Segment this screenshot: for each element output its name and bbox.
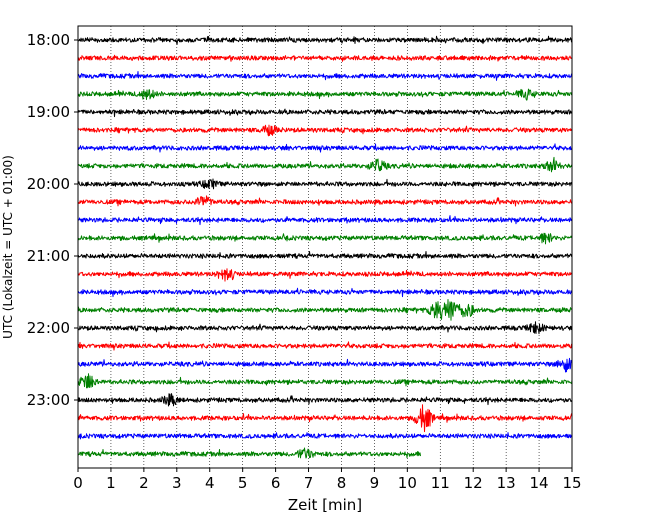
seismic-trace bbox=[77, 143, 573, 153]
seismic-trace bbox=[77, 88, 573, 101]
x-axis-label: Zeit [min] bbox=[288, 496, 362, 514]
seismic-trace bbox=[77, 357, 573, 373]
y-axis-ticks: 18:00 19:00 20:00 21:00 22:00 23:00 bbox=[27, 31, 78, 409]
seismic-trace bbox=[77, 250, 573, 259]
x-tick-label: 6 bbox=[271, 474, 281, 492]
seismic-trace bbox=[77, 404, 573, 433]
seismic-trace bbox=[77, 108, 573, 118]
seismic-trace bbox=[77, 373, 573, 389]
y-tick-label: 18:00 bbox=[27, 31, 70, 49]
y-tick-label: 20:00 bbox=[27, 175, 70, 193]
seismic-trace bbox=[77, 195, 573, 207]
seismic-trace bbox=[77, 54, 573, 62]
x-tick-label: 4 bbox=[205, 474, 215, 492]
seismic-trace bbox=[77, 321, 573, 335]
seismic-trace bbox=[77, 124, 573, 137]
seismic-trace bbox=[77, 299, 573, 321]
x-tick-label: 10 bbox=[398, 474, 417, 492]
y-tick-label: 19:00 bbox=[27, 103, 70, 121]
x-tick-label: 8 bbox=[337, 474, 347, 492]
seismic-trace bbox=[77, 35, 573, 46]
x-tick-label: 1 bbox=[106, 474, 116, 492]
y-axis-label: UTC (Lokalzeit = UTC + 01:00) bbox=[1, 155, 15, 339]
x-tick-label: 13 bbox=[497, 474, 516, 492]
plot-frame bbox=[77, 25, 573, 469]
x-tick-label: 12 bbox=[464, 474, 483, 492]
seismic-trace bbox=[77, 341, 573, 351]
seismic-trace bbox=[77, 232, 573, 245]
seismic-trace bbox=[77, 156, 573, 173]
seismic-trace bbox=[77, 215, 573, 226]
x-tick-label: 11 bbox=[431, 474, 450, 492]
x-tick-label: 0 bbox=[73, 474, 83, 492]
seismic-trace bbox=[77, 287, 573, 298]
x-tick-label: 2 bbox=[139, 474, 149, 492]
x-tick-label: 14 bbox=[530, 474, 549, 492]
y-tick-label: 21:00 bbox=[27, 247, 70, 265]
x-tick-label: 7 bbox=[304, 474, 314, 492]
y-tick-label: 22:00 bbox=[27, 319, 70, 337]
seismic-trace bbox=[77, 393, 573, 407]
seismic-trace bbox=[77, 71, 573, 81]
x-tick-label: 15 bbox=[562, 474, 581, 492]
x-axis-ticks: 0 1 2 3 4 5 6 7 8 9 10 11 12 13 14 15 bbox=[73, 468, 582, 492]
x-tick-label: 3 bbox=[172, 474, 182, 492]
seismic-trace bbox=[77, 268, 573, 282]
seismic-trace bbox=[77, 447, 421, 459]
x-tick-label: 9 bbox=[370, 474, 380, 492]
x-tick-label: 5 bbox=[238, 474, 248, 492]
seismic-traces bbox=[77, 35, 573, 459]
seismic-trace bbox=[77, 178, 573, 190]
seismic-trace bbox=[77, 432, 573, 440]
y-tick-label: 23:00 bbox=[27, 391, 70, 409]
